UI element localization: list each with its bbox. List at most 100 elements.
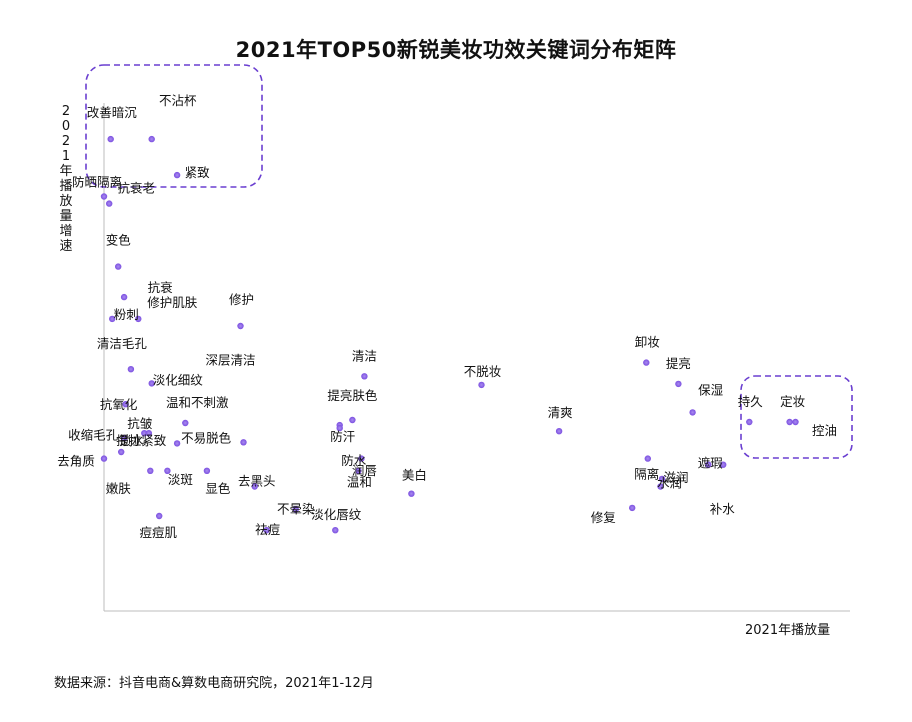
data-point (240, 439, 247, 446)
data-point (145, 430, 152, 437)
data-point (361, 373, 368, 380)
data-point (100, 193, 108, 200)
data-label: 控油 (812, 423, 837, 438)
data-label: 修复 (591, 510, 617, 525)
data-point (355, 467, 362, 474)
data-point (120, 293, 128, 301)
data-label: 防汗 (330, 429, 355, 444)
data-label: 提拉紧致 (116, 433, 167, 448)
data-point (156, 512, 163, 520)
data-point (629, 504, 636, 512)
data-point (115, 263, 122, 270)
data-point (746, 418, 753, 426)
data-point (658, 475, 666, 483)
data-label: 润唇 (352, 463, 378, 478)
data-label: 防晒隔离 (72, 175, 122, 190)
data-label: 清洁毛孔 (97, 336, 148, 351)
data-point (127, 366, 135, 373)
data-point (292, 506, 299, 513)
data-label: 修护肌肤 (147, 295, 198, 310)
data-point (720, 461, 727, 468)
data-label: 温和 (347, 475, 372, 490)
data-label: 锁水 (119, 433, 145, 448)
data-label: 滋润 (663, 470, 688, 485)
data-label: 水润 (657, 476, 682, 491)
y-axis-label: 2021年播放量增速 (59, 104, 73, 254)
data-point (657, 483, 664, 490)
data-label: 变色 (106, 233, 132, 248)
chart-title: 2021年TOP50新锐美妆功效关键词分布矩阵 (235, 38, 677, 62)
data-point (786, 418, 793, 426)
data-label: 温和不刺激 (166, 395, 229, 410)
data-label: 保湿 (698, 382, 723, 397)
data-label: 改善暗沉 (87, 105, 138, 120)
data-point (118, 448, 125, 456)
data-point (203, 467, 211, 474)
data-point (173, 440, 181, 447)
data-label: 去黑头 (238, 474, 276, 489)
data-point (107, 135, 114, 143)
data-point (555, 428, 563, 435)
data-point (349, 416, 356, 424)
data-label: 紧致 (185, 165, 211, 180)
data-label: 不沾杯 (159, 93, 197, 108)
highlight-box-high-growth (85, 64, 263, 188)
data-point (408, 490, 415, 497)
data-label: 清洁 (352, 348, 377, 363)
source-note: 数据来源：抖音电商&算数电商研究院，2021年1-12月 (54, 676, 374, 691)
data-point (148, 135, 155, 143)
data-label: 不易脱色 (181, 430, 232, 445)
data-label: 嫩肤 (106, 481, 132, 496)
data-label: 粉刺 (114, 307, 139, 322)
data-label: 提亮 (666, 356, 691, 371)
data-label: 淡化唇纹 (311, 507, 362, 522)
data-point (705, 461, 712, 468)
data-label: 定妆 (780, 394, 805, 409)
data-point (122, 401, 129, 408)
data-point (336, 424, 343, 432)
data-label: 遮瑕 (698, 456, 724, 471)
data-label: 隔离 (634, 467, 659, 482)
x-axis-label: 2021年播放量 (745, 623, 831, 638)
data-point (332, 527, 339, 534)
data-label: 清爽 (548, 405, 573, 420)
data-label: 防水 (341, 453, 367, 468)
data-point (251, 483, 258, 490)
data-point (141, 430, 148, 437)
data-label: 淡斑 (168, 472, 193, 487)
data-label: 去角质 (57, 454, 95, 469)
data-point (106, 200, 113, 207)
data-points (100, 135, 799, 534)
data-point (164, 467, 171, 474)
data-label: 抗衰老 (117, 181, 155, 196)
data-point (147, 467, 154, 474)
data-point (135, 315, 142, 323)
data-point (182, 419, 189, 427)
data-point (644, 455, 651, 462)
data-label: 抗皱 (127, 416, 153, 431)
data-point (675, 380, 682, 388)
data-label: 卸妆 (635, 335, 660, 350)
data-label: 淡化细纹 (153, 372, 204, 387)
data-label: 显色 (205, 481, 231, 496)
data-label: 祛痘 (255, 522, 281, 537)
data-label: 提亮肤色 (327, 388, 378, 403)
data-point (109, 315, 116, 323)
data-label: 深层清洁 (205, 352, 255, 367)
data-label: 收缩毛孔 (68, 427, 119, 442)
data-point (173, 171, 181, 179)
data-label: 不脱妆 (464, 364, 502, 379)
data-point (100, 455, 108, 462)
data-point (263, 527, 270, 534)
data-point (689, 409, 696, 416)
data-point (120, 435, 128, 442)
data-label: 持久 (738, 394, 764, 409)
highlight-box-high-volume (740, 375, 853, 459)
data-point (237, 322, 244, 330)
data-label: 抗衰 (148, 280, 174, 295)
data-label: 不晕染 (277, 501, 315, 516)
data-label: 修护 (229, 292, 254, 307)
data-point (478, 381, 485, 389)
